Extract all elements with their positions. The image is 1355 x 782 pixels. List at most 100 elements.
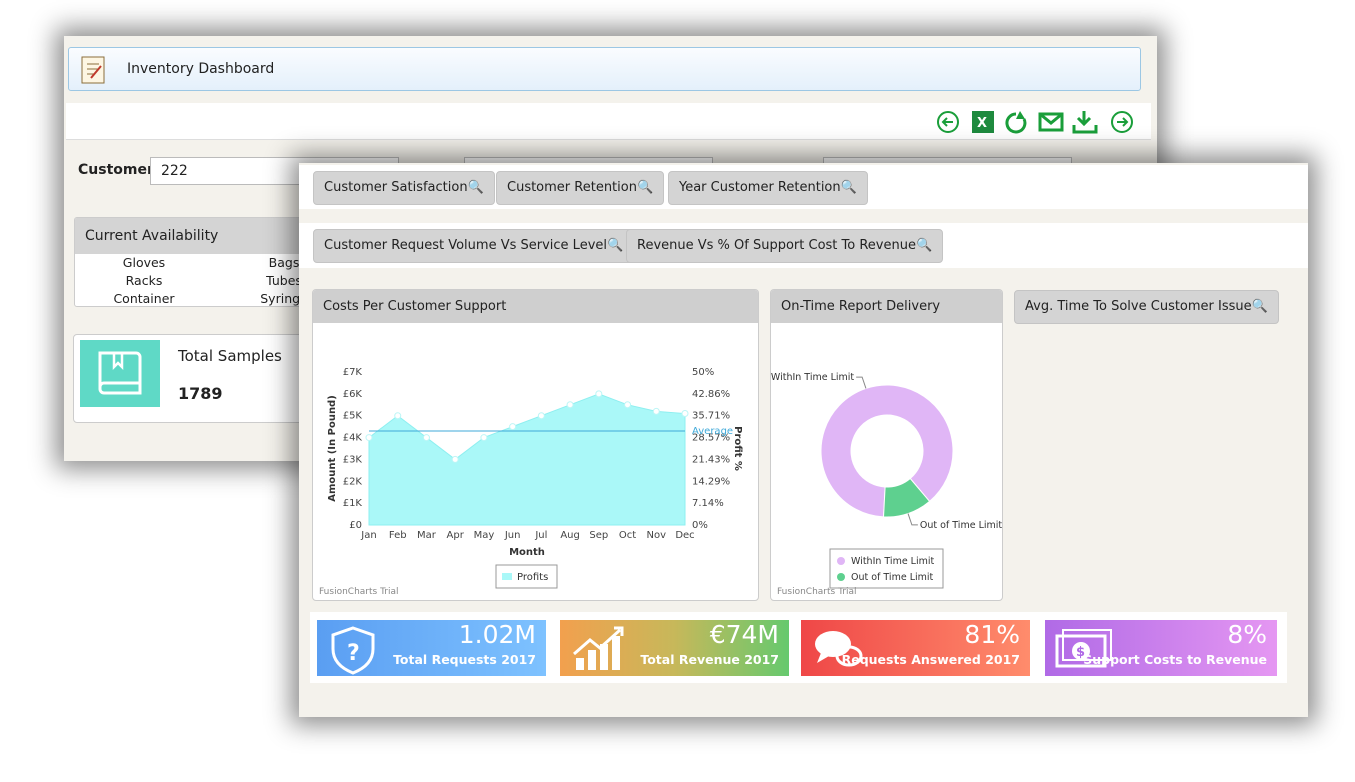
kpi-value: 1.02M [458, 620, 536, 649]
y2-tick-label: 42.86% [692, 389, 730, 400]
point [365, 434, 373, 442]
point [394, 412, 402, 420]
availability-item: Gloves [122, 255, 166, 270]
y-tick-label: £6K [343, 389, 363, 400]
kpi-tile: €74M Total Revenue 2017 [560, 620, 789, 676]
y2-tick-label: 0% [692, 520, 708, 531]
toolbar: X [66, 103, 1151, 140]
filter-button[interactable]: Revenue Vs % Of Support Cost To Revenue🔍 [626, 229, 944, 263]
point [595, 390, 603, 398]
area [368, 393, 686, 526]
button-label: Year Customer Retention [679, 180, 841, 195]
watermark: FusionCharts Trial [319, 587, 398, 597]
header-bar: Inventory Dashboard [68, 47, 1141, 91]
button-row: Customer Satisfaction🔍 Customer Retention… [299, 165, 1308, 209]
slice-label: WithIn Time Limit [771, 372, 854, 383]
x-tick-label: Aug [560, 530, 580, 541]
watermark: FusionCharts Trial [777, 587, 856, 597]
button-label: Customer Satisfaction [324, 180, 468, 195]
availability-item: Bags [268, 255, 300, 270]
filter-button[interactable]: Customer Request Volume Vs Service Level… [313, 229, 635, 263]
kpi-strip: ? 1.02M Total Requests 2017 €74M Total Reven… [310, 612, 1287, 683]
x-tick-label: Nov [647, 530, 667, 541]
y-tick-label: £4K [343, 433, 363, 444]
y-tick-label: £0 [349, 520, 362, 531]
slice-label: Out of Time Limit [920, 520, 1003, 531]
toolbar-icons[interactable]: X [934, 109, 1154, 135]
legend-swatch [837, 573, 845, 581]
button-label: Customer Request Volume Vs Service Level [324, 238, 607, 253]
y2-tick-label: 35.71% [692, 411, 730, 422]
legend-box [495, 564, 558, 589]
filter-button[interactable]: Customer Satisfaction🔍 [313, 171, 495, 205]
trendline-label: Average [692, 426, 733, 437]
x-tick-label: Oct [619, 530, 636, 541]
window-title: Inventory Dashboard [127, 61, 275, 77]
legend-box [829, 548, 944, 589]
legend-label: Profits [517, 572, 548, 583]
point [422, 434, 430, 442]
point [509, 423, 517, 431]
chart-panel: On-Time Report Delivery WithIn Time Limi… [770, 289, 1003, 601]
panel-title: On-Time Report Delivery [771, 290, 1002, 323]
y-axis-title: Amount (In Pound) [327, 395, 338, 502]
y2-tick-label: 50% [692, 367, 714, 378]
customer-label: Customer: [78, 162, 160, 178]
label-line [907, 513, 918, 526]
kpi-value: €74M [709, 620, 779, 649]
point [681, 410, 689, 418]
panel-title: Costs Per Customer Support [313, 290, 758, 323]
x-tick-label: Jan [360, 530, 376, 541]
y-tick-label: £1K [343, 498, 363, 509]
svg-text:X: X [977, 116, 987, 131]
legend-swatch [502, 573, 512, 580]
button-row: Customer Request Volume Vs Service Level… [299, 223, 1308, 268]
kpi-value: 81% [964, 620, 1020, 649]
filter-button[interactable]: Year Customer Retention🔍 [668, 171, 868, 205]
point [624, 401, 632, 409]
x-tick-label: Sep [589, 530, 608, 541]
samples-label: Total Samples [178, 347, 282, 365]
y2-tick-label: 28.57% [692, 433, 730, 444]
point [480, 434, 488, 442]
button-label: Customer Retention [507, 180, 637, 195]
legend-swatch [837, 557, 845, 565]
x-tick-label: Mar [417, 530, 437, 541]
samples-box: Total Samples 1789 [73, 334, 313, 423]
y2-tick-label: 14.29% [692, 476, 730, 487]
availability-title: Current Availability [75, 218, 313, 254]
y2-tick-label: 21.43% [692, 454, 730, 465]
svg-text:$: $ [1076, 645, 1085, 660]
kpi-label: Total Revenue 2017 [640, 652, 779, 667]
slice [883, 477, 931, 518]
y2-axis-title: Profit % [732, 426, 743, 471]
svg-text:?: ? [347, 641, 360, 666]
availability-item: Racks [125, 273, 163, 288]
y-tick-label: £2K [343, 476, 363, 487]
button-label: Revenue Vs % Of Support Cost To Revenue [637, 238, 916, 253]
point [537, 412, 545, 420]
x-tick-label: May [474, 530, 495, 541]
area-chart: £0 £1K £2K £3K £4K £5K £6K £7K 0% 7.14% 14.29% 21.4… [319, 367, 743, 597]
y-tick-label: £7K [343, 367, 363, 378]
availability-box: Current Availability Gloves Bags Racks Tube… [74, 217, 314, 307]
kpi-tile: $8% Support Costs to Revenue [1045, 620, 1277, 676]
x-tick-label: Dec [675, 530, 694, 541]
kpi-icon: $ [1055, 629, 1112, 668]
point [652, 407, 660, 415]
front-window: Customer Satisfaction🔍 Customer Retention… [299, 163, 1308, 717]
kpi-tile: ? 1.02M Total Requests 2017 [317, 620, 546, 676]
y-tick-label: £5K [343, 411, 363, 422]
kpi-icon [815, 631, 863, 667]
point [566, 401, 574, 409]
x-tick-label: Jul [534, 530, 547, 541]
filter-button[interactable]: Customer Retention🔍 [496, 171, 665, 205]
dashboard-icon [81, 56, 105, 84]
availability-item: Container [113, 291, 175, 306]
panel-button[interactable]: Avg. Time To Solve Customer Issue🔍 [1014, 290, 1279, 324]
availability-item: Tubes [266, 273, 302, 288]
slice [820, 384, 954, 518]
kpi-label: Total Requests 2017 [393, 652, 536, 667]
x-tick-label: Feb [389, 530, 407, 541]
